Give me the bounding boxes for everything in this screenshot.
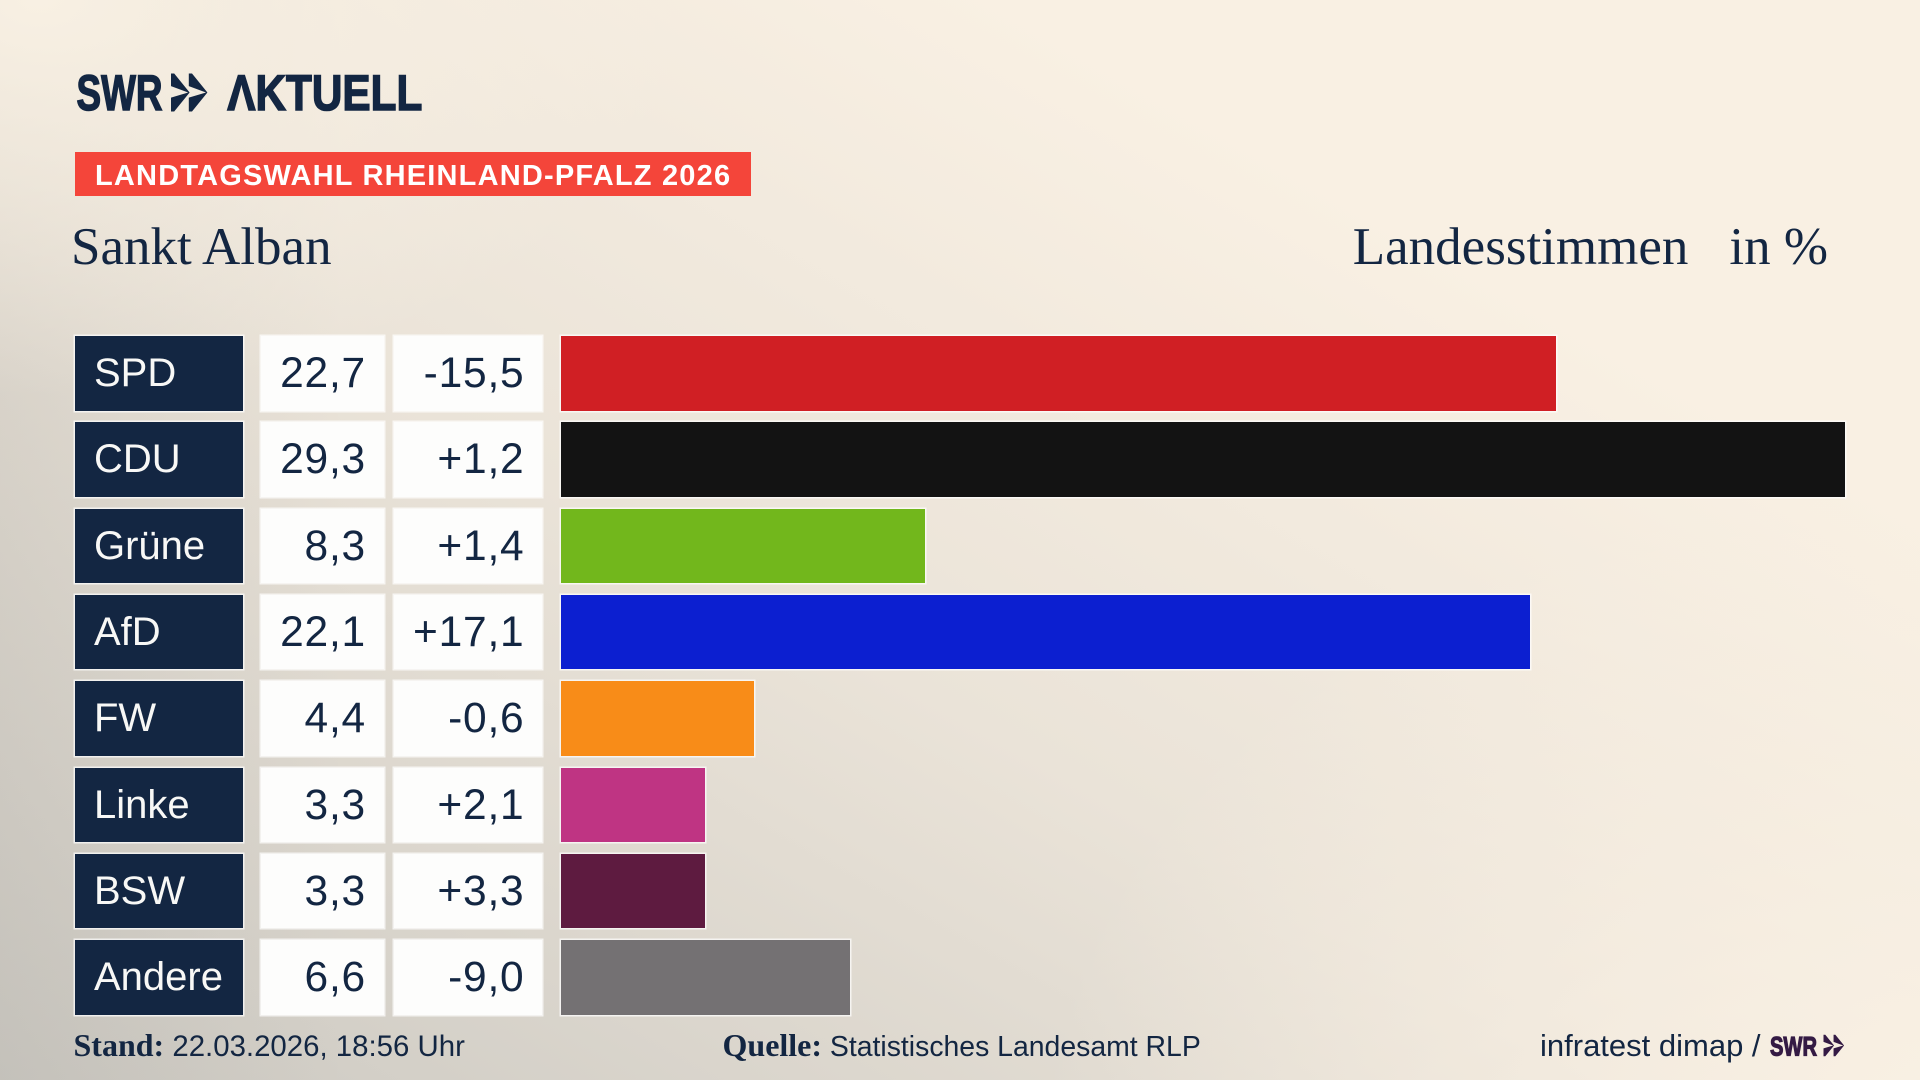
svg-text:SWR: SWR: [1770, 1032, 1817, 1060]
svg-text:SWR: SWR: [77, 69, 163, 117]
svg-text:ΛKTUELL: ΛKTUELL: [227, 69, 422, 117]
